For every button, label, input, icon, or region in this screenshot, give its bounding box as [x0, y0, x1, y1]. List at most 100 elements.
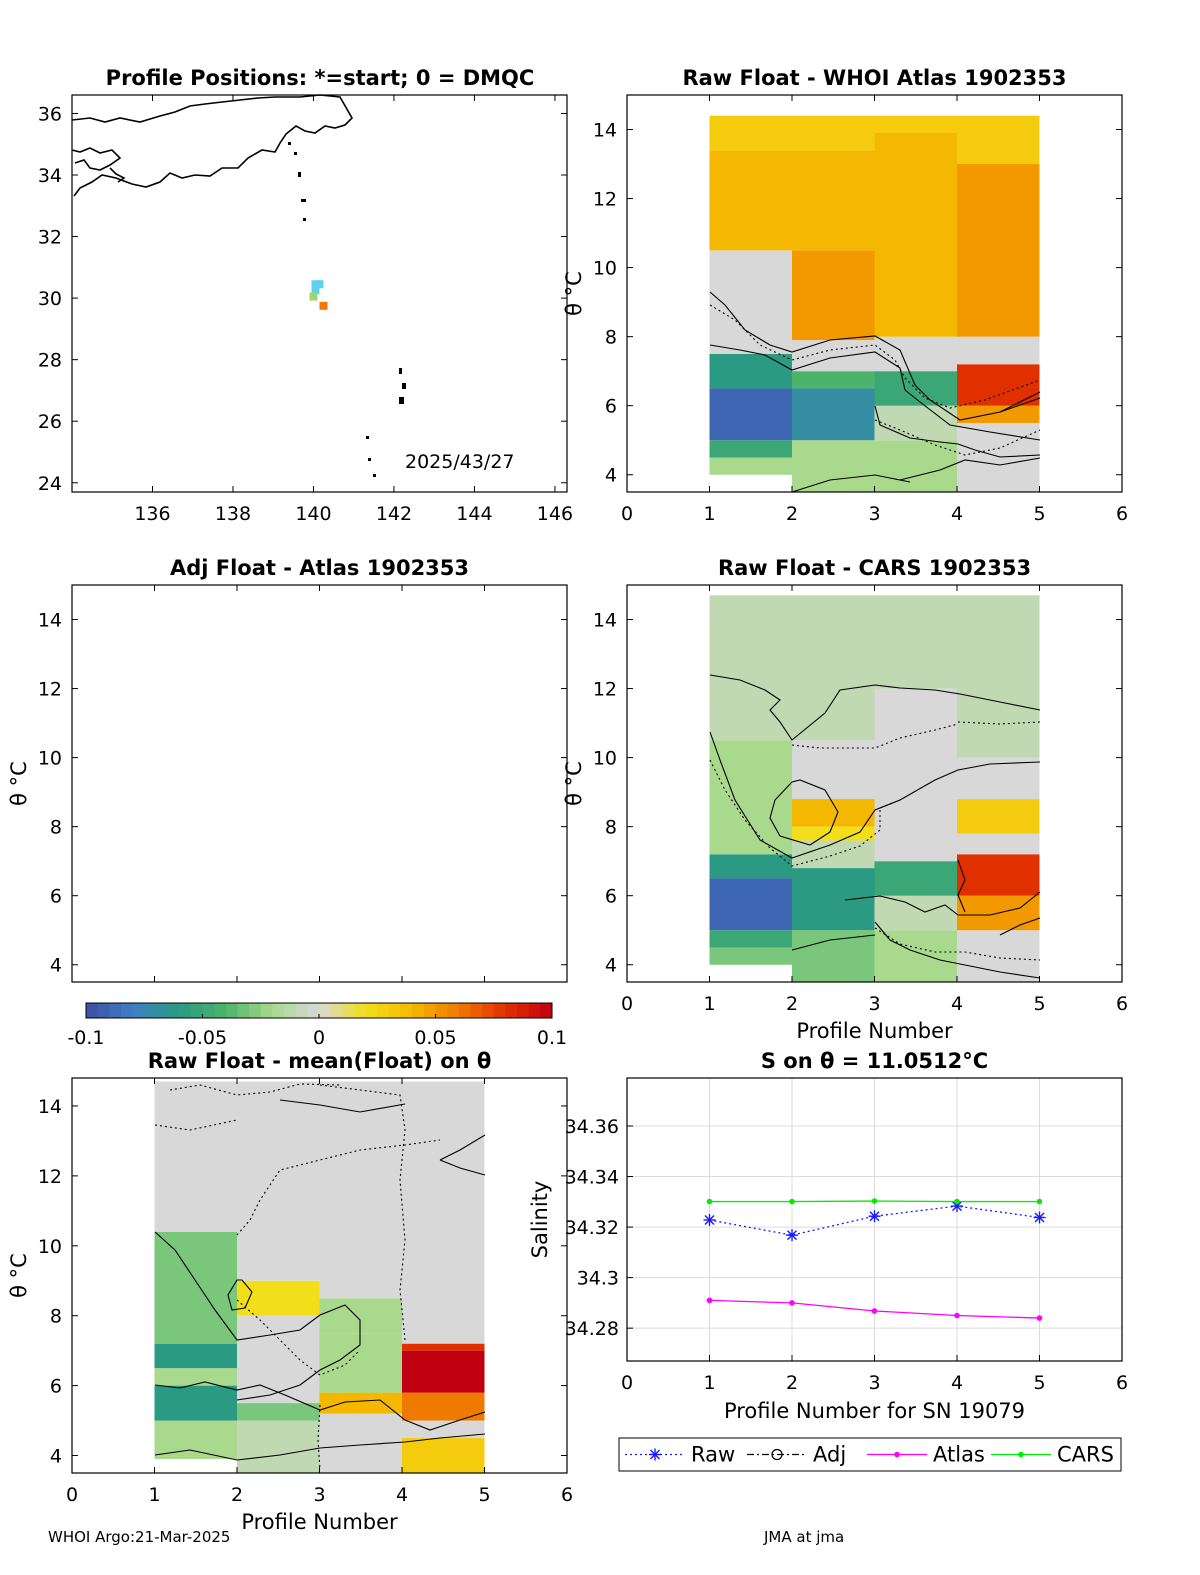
x-tick-label: 4 [951, 993, 963, 1015]
colorbar-segment [470, 1003, 483, 1018]
colorbar-segment [225, 1003, 238, 1018]
y-tick-label: 12 [593, 679, 617, 701]
heatmap-cell [709, 150, 792, 251]
colorbar-segment [493, 1003, 506, 1018]
colorbar-segment [319, 1003, 332, 1018]
colorbar-segment [237, 1003, 250, 1018]
y-tick-label: 34.3 [577, 1268, 619, 1290]
data-point [706, 1297, 713, 1304]
heatmap-cell [957, 405, 1040, 423]
x-tick-label: 4 [396, 1484, 408, 1506]
legend-label: Atlas [933, 1443, 985, 1467]
y-tick-label: 34.32 [565, 1217, 619, 1239]
x-tick-label: 0 [66, 1484, 78, 1506]
data-point [868, 1210, 881, 1223]
heatmap-cell [792, 440, 875, 492]
footer-right: JMA at jma [763, 1528, 844, 1546]
colorbar-segment [505, 1003, 518, 1018]
heatmap-cell [874, 930, 957, 982]
y-tick-label: 12 [38, 679, 62, 701]
y-tick-label: 6 [50, 886, 62, 908]
map-title: Profile Positions: *=start; 0 = DMQC [106, 66, 535, 90]
data-point [786, 1229, 798, 1242]
colorbar-tick-label: -0.1 [67, 1027, 104, 1049]
heatmap-cell [237, 1280, 320, 1316]
colorbar-segment [214, 1003, 227, 1018]
x-tick-label: 2 [786, 503, 798, 525]
heatmap-cell [874, 595, 957, 689]
colorbar-segment [120, 1003, 134, 1018]
series-line [709, 1205, 1040, 1236]
heatmap-cell [237, 1315, 320, 1404]
y-tick-label: 34 [38, 165, 62, 187]
mean-contours-dotted [154, 1083, 441, 1471]
heatmap-cell [402, 1392, 485, 1421]
y-axis-label: θ °C [7, 761, 31, 806]
heatmap-cell [792, 150, 875, 251]
map-date-annotation: 2025/43/27 [405, 451, 515, 473]
colorbar-segment [342, 1003, 355, 1018]
heatmap-cell [319, 1298, 402, 1334]
y-tick-label: 24 [38, 473, 62, 495]
legend-marker [894, 1451, 900, 1458]
x-tick-label: 138 [215, 503, 251, 525]
colorbar-segment [260, 1003, 273, 1018]
colorbar-segment [144, 1003, 157, 1018]
cars-contours [709, 674, 1041, 979]
heatmap-cell [709, 388, 792, 441]
x-tick-label: 6 [1116, 993, 1128, 1015]
colorbar-segment [307, 1003, 320, 1018]
colorbar-segment [330, 1003, 343, 1018]
heatmap-cell [792, 371, 875, 389]
data-point [871, 1198, 878, 1204]
legend-label: CARS [1057, 1443, 1114, 1467]
colorbar-segment [447, 1003, 460, 1018]
data-point [1036, 1198, 1043, 1205]
heatmap-cell [709, 595, 792, 741]
y-tick-label: 6 [50, 1376, 62, 1398]
colorbar: -0.1 -0.05 0 0.05 0.1 [67, 1002, 567, 1049]
x-tick-label: 140 [295, 503, 331, 525]
heatmap-cell [957, 115, 1040, 165]
colorbar-tick-label: 0.1 [537, 1027, 567, 1049]
y-tick-label: 34.34 [565, 1167, 619, 1189]
y-tick-label: 36 [38, 103, 62, 125]
heatmap-cell [792, 250, 875, 341]
heatmap-cell [237, 1420, 320, 1473]
data-point [871, 1308, 878, 1314]
legend-entry-adj: Adj [747, 1443, 846, 1467]
heatmap-cell [237, 1403, 320, 1421]
legend-marker [771, 1448, 783, 1461]
colorbar-segment [284, 1003, 297, 1018]
heatmap-cell [874, 861, 957, 896]
y-tick-label: 28 [38, 350, 62, 372]
legend-label: Raw [691, 1443, 735, 1467]
y-tick-label: 6 [605, 886, 617, 908]
colorbar-segment [155, 1003, 169, 1018]
legend-marker [1018, 1451, 1024, 1458]
heatmap-cell [792, 595, 875, 741]
heatmap-cell [709, 457, 792, 475]
heatmap-cell [709, 250, 792, 354]
cars-contours-dotted [709, 721, 1041, 961]
heatmap-cell [874, 115, 957, 133]
heatmap-cell [709, 930, 792, 948]
heatmap-cell [402, 1438, 485, 1473]
x-tick-label: 4 [951, 503, 963, 525]
heatmap-cell [874, 405, 957, 441]
legend: Raw Adj Atlas CARS [618, 1437, 1122, 1472]
colorbar-segment [365, 1003, 378, 1018]
colorbar-segment [190, 1003, 203, 1018]
map-y-ticks: 24 26 28 30 32 34 36 [38, 103, 567, 495]
heatmap-cell [709, 353, 792, 389]
colorbar-segment [412, 1003, 425, 1018]
heatmap-cell [792, 930, 875, 982]
x-tick-label: 144 [456, 503, 492, 525]
map-x-ticks: 136 138 140 142 144 146 [134, 95, 573, 525]
heatmap-cell [154, 1081, 237, 1232]
salinity-panel: S on θ = 11.0512°C 0 1 2 3 4 5 6 34.28 34.3 34.32 3… [528, 1049, 1128, 1472]
y-tick-label: 4 [605, 955, 617, 977]
map-axes [72, 95, 567, 492]
